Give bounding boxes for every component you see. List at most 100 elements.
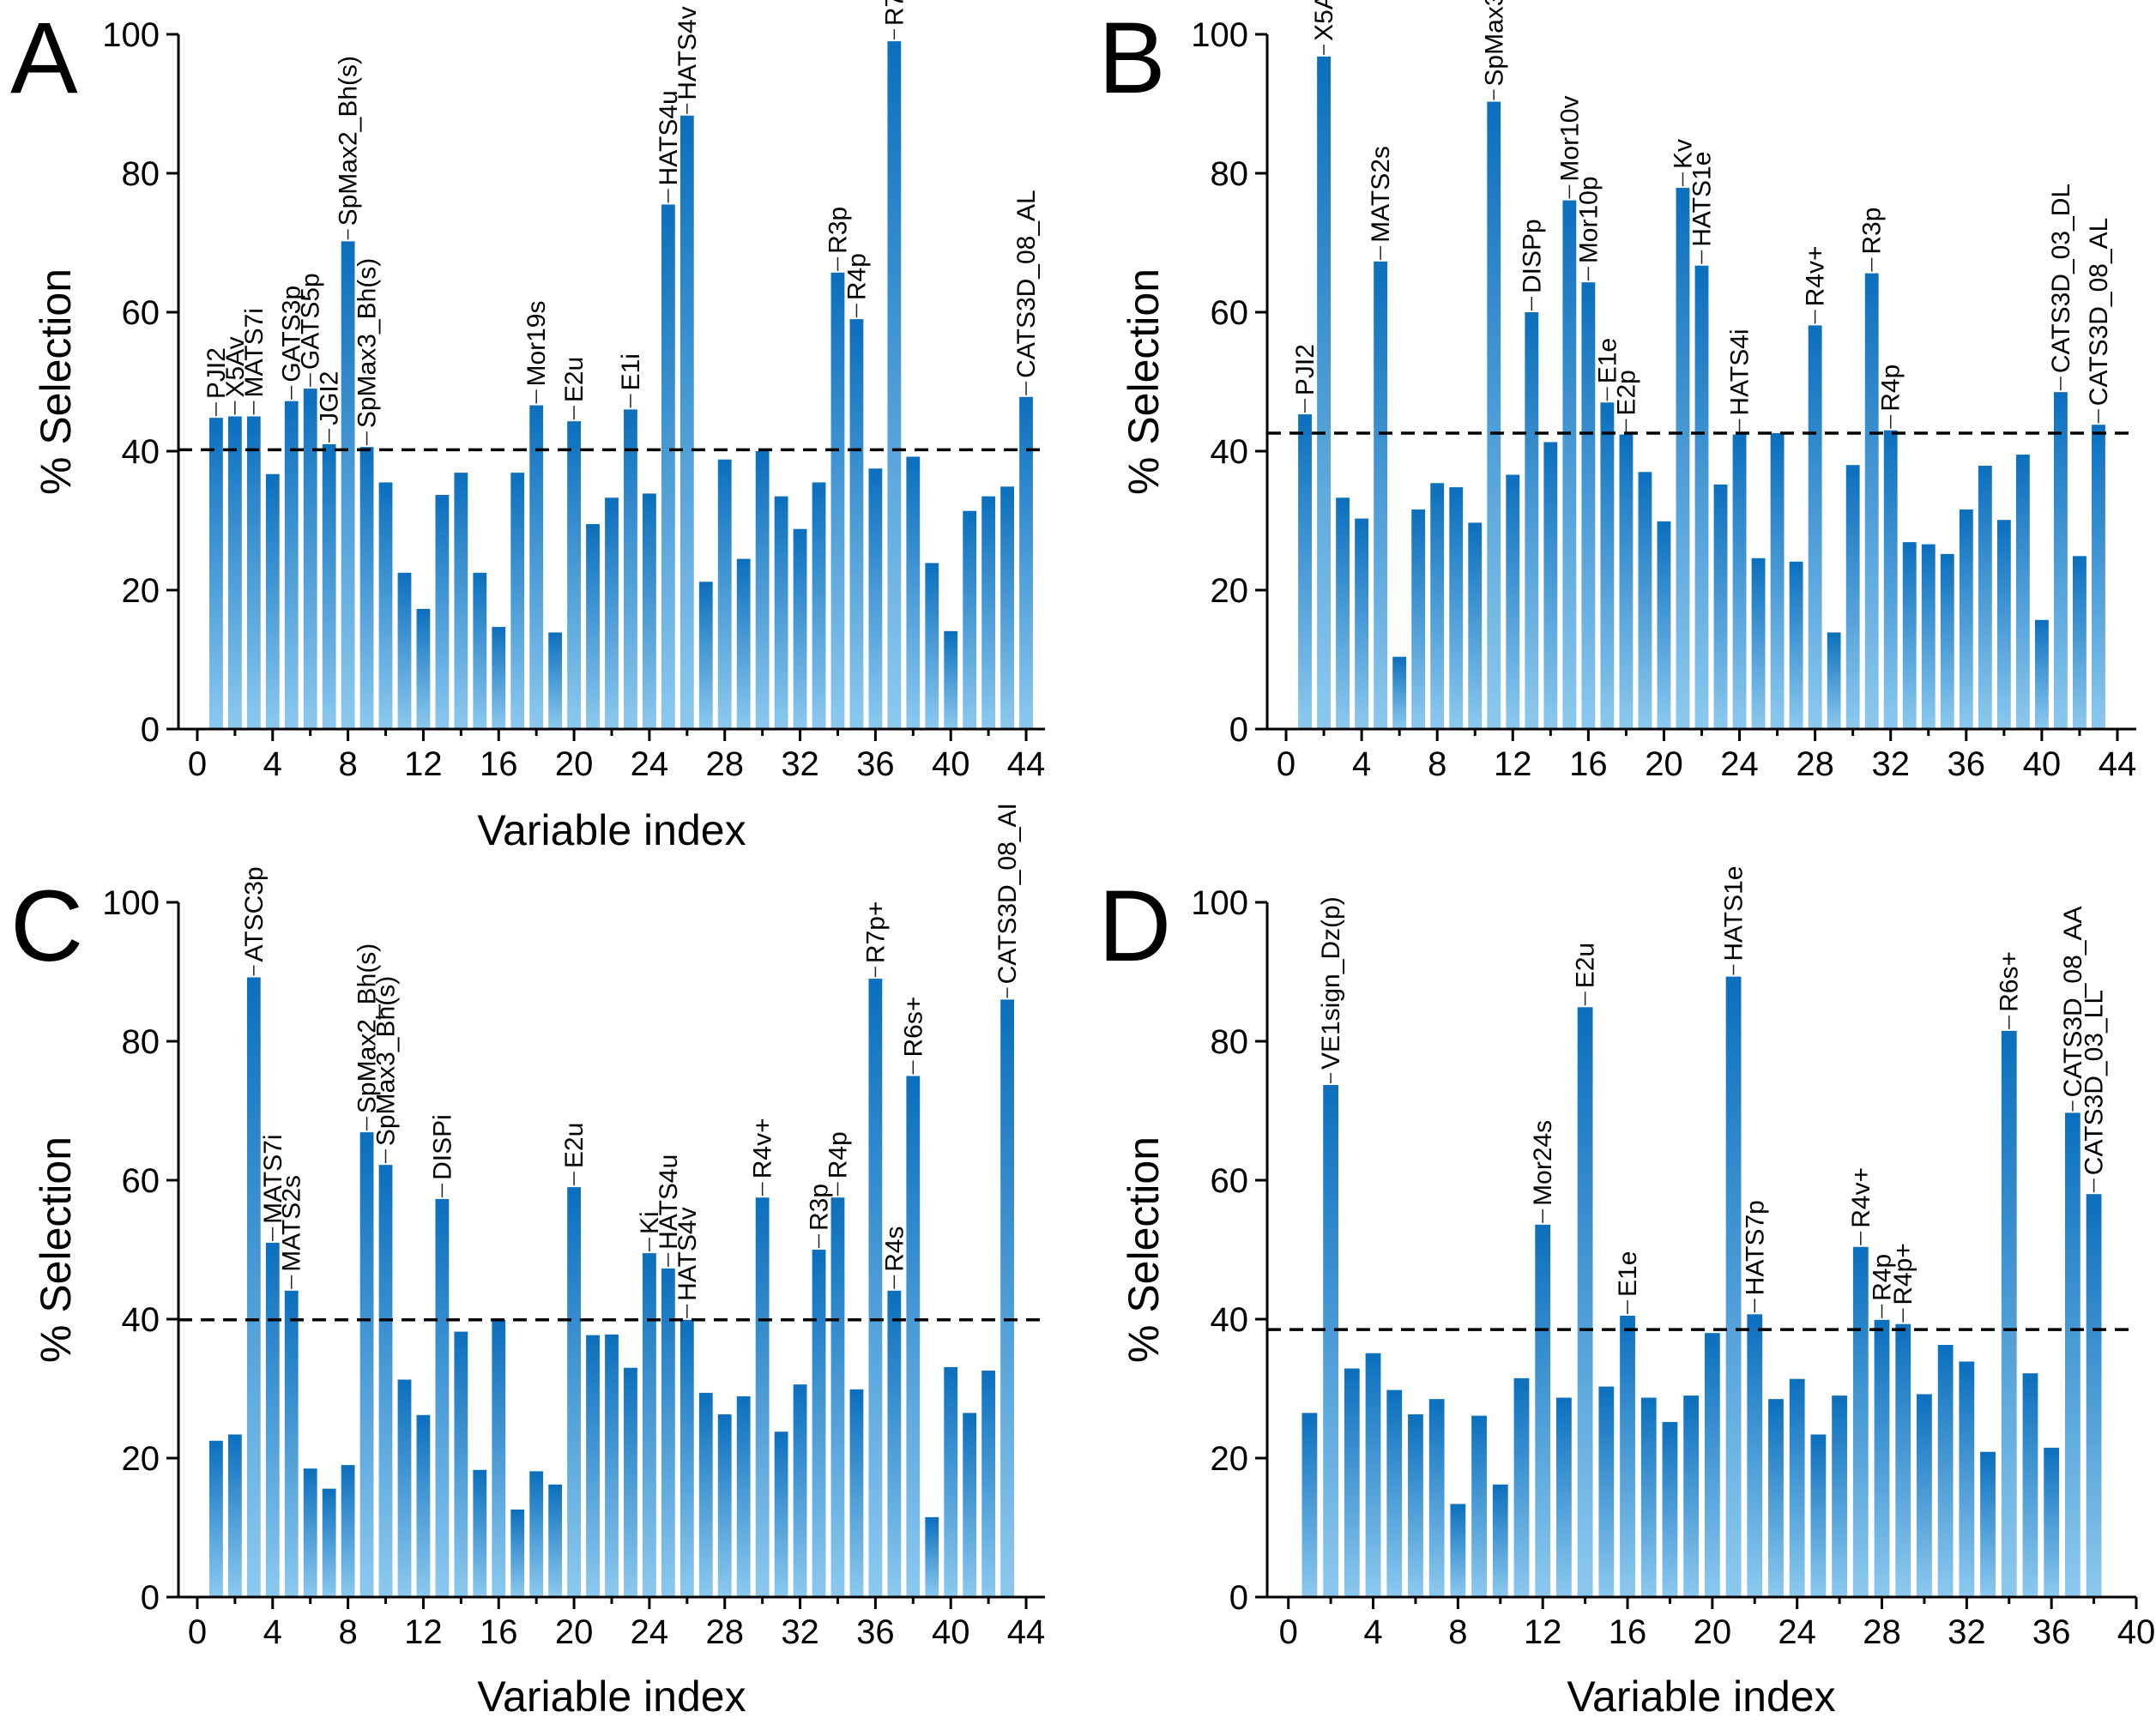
bar-21 <box>1725 976 1742 1597</box>
y-tick-label: 60 <box>1211 1162 1249 1200</box>
bar-7 <box>322 1488 336 1597</box>
panel-d: D 0 20 40 60 80 100 0 4 8 12 16 20 24 28 32 36 40 % Select… <box>1098 866 2155 1721</box>
bar-11 <box>397 1379 412 1597</box>
bar-38 <box>1996 520 2011 729</box>
variable-label: HATS4i <box>1726 329 1754 415</box>
variable-label: X5Av <box>1310 0 1338 41</box>
bar-31 <box>1864 273 1879 729</box>
bar-16 <box>492 1319 506 1597</box>
bar-2 <box>227 1434 242 1597</box>
x-tick-label: 36 <box>1948 745 1986 783</box>
variable-label: MATS7i <box>259 1134 287 1223</box>
x-axis-label: Variable index <box>1567 1673 1835 1721</box>
bar-8 <box>1430 483 1445 729</box>
x-tick-label: 28 <box>705 745 744 783</box>
bar-1 <box>1298 414 1312 729</box>
variable-label: R4v+ <box>1802 246 1830 307</box>
bar-12 <box>1535 1224 1551 1597</box>
x-tick-label: 44 <box>2099 745 2137 783</box>
bar-2 <box>1323 1085 1339 1597</box>
bar-8 <box>341 1465 355 1597</box>
y-axis-label: % Selection <box>32 268 80 495</box>
bar-11 <box>1513 1377 1530 1597</box>
y-tick-label: 100 <box>102 16 160 54</box>
variable-label: E1i <box>617 353 645 390</box>
bar-33 <box>1902 542 1917 729</box>
bar-24 <box>643 493 656 729</box>
x-tick-label: 12 <box>1524 1613 1562 1651</box>
bar-2 <box>1317 56 1331 730</box>
bar-25 <box>1751 558 1766 729</box>
bar-22 <box>1694 265 1709 730</box>
x-tick-label: 32 <box>1871 745 1910 783</box>
variable-label: HATS4u <box>655 90 683 185</box>
x-tick-label: 20 <box>1694 1613 1732 1651</box>
bar-13 <box>435 1198 450 1597</box>
variable-label: CATS3D_08_AL <box>2085 218 2113 407</box>
x-tick-label: 40 <box>932 745 970 783</box>
bar-26 <box>679 1319 694 1597</box>
bar-20 <box>1657 521 1671 729</box>
bar-38 <box>906 1076 921 1597</box>
y-tick-label: 40 <box>122 433 160 471</box>
bar-24 <box>643 1253 656 1597</box>
panel-letter: D <box>1098 870 1171 983</box>
bar-35 <box>1940 553 1954 729</box>
bar-1 <box>209 1440 223 1597</box>
bar-11 <box>1487 101 1501 729</box>
bar-37 <box>2064 1112 2081 1597</box>
bar-5 <box>284 1290 299 1597</box>
y-tick-label: 0 <box>1229 1579 1248 1617</box>
variable-label: R4p+ <box>1889 1243 1917 1305</box>
y-tick-label: 0 <box>141 1579 160 1617</box>
bar-17 <box>510 1509 525 1597</box>
y-tick-label: 0 <box>1229 711 1248 749</box>
bar-20 <box>567 421 581 729</box>
x-tick-label: 12 <box>1494 745 1532 783</box>
variable-label: Kv <box>1669 139 1697 169</box>
bar-13 <box>435 495 450 729</box>
bar-7 <box>1411 509 1426 729</box>
x-tick-label: 44 <box>1007 745 1046 783</box>
bar-10 <box>1492 1484 1508 1597</box>
bar-33 <box>812 482 826 729</box>
bar-30 <box>755 451 770 729</box>
bar-35 <box>2022 1373 2038 1597</box>
x-tick-label: 4 <box>1363 1613 1382 1651</box>
bar-30 <box>1917 1394 1932 1597</box>
bar-15 <box>473 572 487 729</box>
panel-c: C 0 20 40 60 80 100 0 4 8 12 16 20 24 28 32 36 40 44 % Sele… <box>10 803 1045 1721</box>
variable-label: R3p <box>1858 208 1887 255</box>
y-tick-label: 100 <box>102 884 160 922</box>
bar-43 <box>2092 425 2105 729</box>
bar-23 <box>624 409 637 729</box>
bar-18 <box>529 1471 544 1597</box>
variable-label: R6s+ <box>899 997 927 1058</box>
variable-label: R7p+ <box>861 901 890 964</box>
bar-40 <box>2034 619 2049 729</box>
bar-6 <box>1408 1414 1423 1597</box>
variable-label: R4p <box>1877 365 1905 412</box>
bar-36 <box>1959 509 1973 729</box>
bar-5 <box>1386 1389 1403 1597</box>
variable-label: GATS5p <box>297 273 325 370</box>
bar-31 <box>774 1432 788 1597</box>
y-tick-label: 100 <box>1191 884 1248 922</box>
bar-13 <box>1556 1397 1572 1597</box>
variable-label: HATS4v <box>673 1207 702 1300</box>
bar-3 <box>1336 497 1350 729</box>
bar-40 <box>944 630 958 729</box>
variable-label: Mor10v <box>1555 96 1584 182</box>
x-tick-label: 24 <box>1720 745 1759 783</box>
bar-44 <box>1019 396 1033 729</box>
variable-label: SpMax3_Bh(s) <box>353 258 382 428</box>
x-tick-label: 16 <box>480 745 518 783</box>
y-tick-label: 100 <box>1191 16 1248 54</box>
x-axis-label: Variable index <box>477 806 746 854</box>
x-tick-label: 20 <box>555 1613 594 1651</box>
bar-37 <box>887 41 902 730</box>
bar-35 <box>849 319 864 729</box>
bar-7 <box>322 443 336 729</box>
bar-23 <box>1768 1399 1784 1597</box>
panel-letter: A <box>10 2 78 115</box>
